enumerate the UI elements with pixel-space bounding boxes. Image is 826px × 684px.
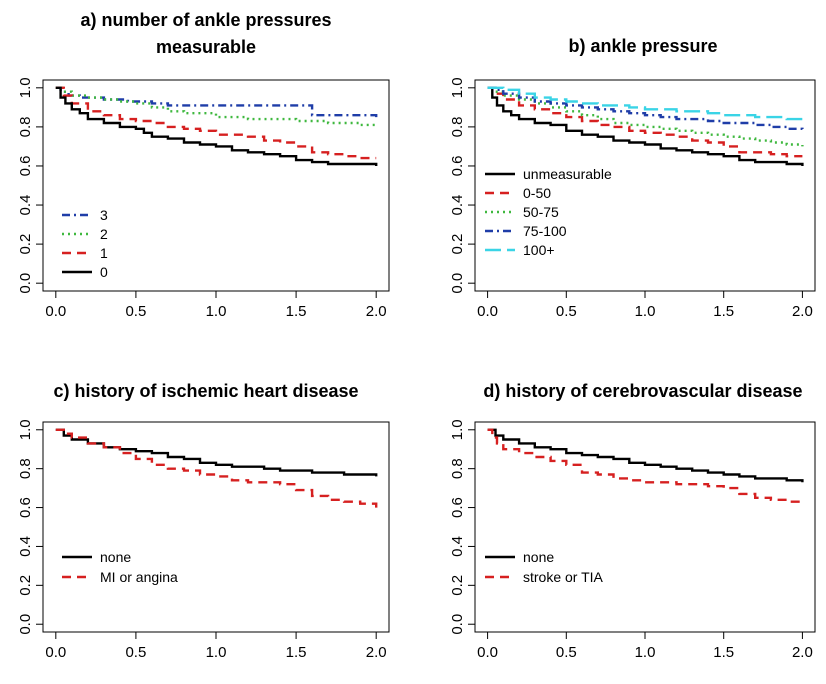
legend-label: 100+ <box>523 242 555 258</box>
panel-b: b) ankle pressure 0.0 0.5 1.0 1.5 2.0 0.0 0.2 0.… <box>449 36 816 320</box>
panel-d: d) history of cerebrovascular disease 0.0… <box>449 381 816 661</box>
y-tick-label: 0.2 <box>17 575 34 596</box>
x-tick-label: 2.0 <box>366 644 387 661</box>
y-tick-label: 1.0 <box>449 77 466 98</box>
panel-title-line: b) ankle pressure <box>568 36 717 56</box>
y-tick-label: 1.0 <box>17 419 34 440</box>
x-tick-label: 1.5 <box>713 644 734 661</box>
series-line <box>487 428 804 483</box>
x-tick-label: 2.0 <box>792 644 813 661</box>
legend-label: 50-75 <box>523 204 559 220</box>
series-line <box>55 86 378 118</box>
x-tick-label: 1.0 <box>635 303 656 320</box>
x-tick-label: 0.0 <box>477 644 498 661</box>
legend-label: MI or angina <box>100 569 178 585</box>
legend: unmeasurable 0-50 50-75 75-100 100+ <box>485 166 612 258</box>
x-tick-label: 1.5 <box>286 303 307 320</box>
panel-title-line: a) number of ankle pressures <box>80 10 331 30</box>
legend-label: 0-50 <box>523 185 551 201</box>
legend: 3 2 1 0 <box>62 207 108 280</box>
series-line <box>487 86 804 166</box>
panel-c: c) history of ischemic heart disease 0.0 0… <box>17 381 390 661</box>
series-line <box>487 86 804 131</box>
y-tick-label: 0.4 <box>449 195 466 216</box>
legend: none stroke or TIA <box>485 549 604 585</box>
x-tick-label: 0.5 <box>125 644 146 661</box>
x-tick-label: 0.0 <box>477 303 498 320</box>
x-tick-label: 0.5 <box>556 644 577 661</box>
x-tick-label: 0.5 <box>125 303 146 320</box>
panel-a: a) number of ankle pressures measurable 0.… <box>17 10 390 320</box>
plot-frame <box>42 421 390 633</box>
y-tick-label: 0.8 <box>17 458 34 479</box>
legend-label: unmeasurable <box>523 166 612 182</box>
y-tick-label: 0.0 <box>449 614 466 635</box>
legend: none MI or angina <box>62 549 178 585</box>
series-line <box>487 86 803 158</box>
legend-label: 2 <box>100 226 108 242</box>
y-tick-label: 0.8 <box>449 458 466 479</box>
x-tick-label: 2.0 <box>792 303 813 320</box>
series-line <box>55 428 378 508</box>
y-tick-label: 0.0 <box>17 273 34 294</box>
legend-label: 75-100 <box>523 223 567 239</box>
y-tick-label: 0.4 <box>17 195 34 216</box>
panel-title-line: c) history of ischemic heart disease <box>53 381 358 401</box>
y-tick-label: 0.0 <box>17 614 34 635</box>
x-tick-label: 1.0 <box>206 644 227 661</box>
y-tick-label: 1.0 <box>449 419 466 440</box>
legend-label: stroke or TIA <box>523 569 604 585</box>
x-tick-label: 2.0 <box>366 303 387 320</box>
panel-title-line: d) history of cerebrovascular disease <box>483 381 802 401</box>
series-line <box>55 86 378 127</box>
series-line <box>55 428 378 477</box>
x-tick-label: 0.0 <box>45 644 66 661</box>
legend-label: 3 <box>100 207 108 223</box>
legend-label: 0 <box>100 264 108 280</box>
x-tick-label: 1.5 <box>713 303 734 320</box>
y-tick-label: 0.6 <box>449 497 466 518</box>
x-tick-label: 1.0 <box>635 644 656 661</box>
x-tick-label: 0.5 <box>556 303 577 320</box>
y-tick-label: 0.4 <box>17 536 34 557</box>
x-tick-label: 1.5 <box>286 644 307 661</box>
y-tick-label: 0.2 <box>449 234 466 255</box>
y-tick-label: 0.2 <box>17 234 34 255</box>
series-line <box>55 86 377 160</box>
x-tick-label: 0.0 <box>45 303 66 320</box>
y-tick-label: 0.0 <box>449 273 466 294</box>
y-tick-label: 1.0 <box>17 77 34 98</box>
y-tick-label: 0.2 <box>449 575 466 596</box>
legend-label: none <box>100 549 131 565</box>
y-tick-label: 0.6 <box>17 156 34 177</box>
series-line <box>55 86 378 166</box>
y-tick-label: 0.8 <box>17 116 34 137</box>
series-line <box>487 86 804 121</box>
y-tick-label: 0.8 <box>449 116 466 137</box>
panel-title-line: measurable <box>156 37 256 57</box>
y-tick-label: 0.6 <box>17 497 34 518</box>
series-line <box>487 86 804 147</box>
legend-label: 1 <box>100 245 108 261</box>
y-tick-label: 0.4 <box>449 536 466 557</box>
y-tick-label: 0.6 <box>449 156 466 177</box>
series-line <box>487 428 803 503</box>
x-tick-label: 1.0 <box>206 303 227 320</box>
legend-label: none <box>523 549 554 565</box>
